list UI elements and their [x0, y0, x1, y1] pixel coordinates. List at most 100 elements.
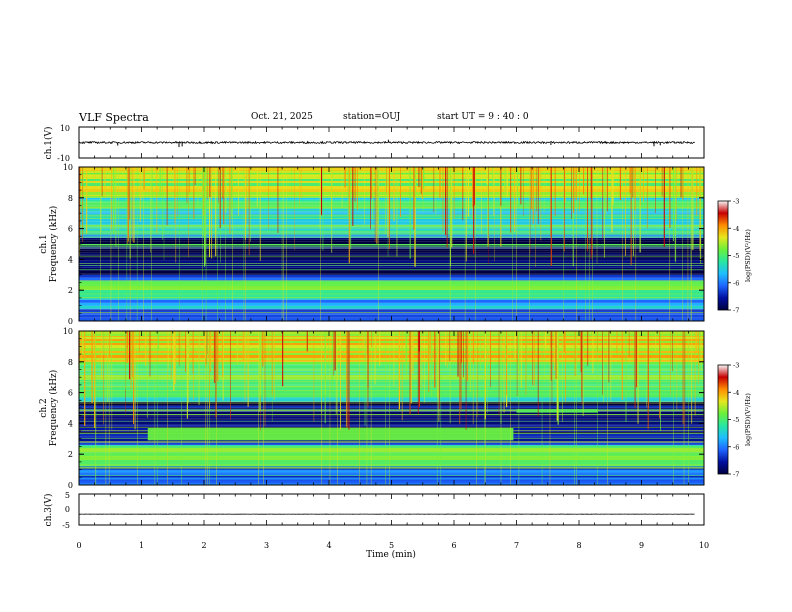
spectrogram-band-row [79, 398, 704, 402]
spectrogram-band-row [79, 345, 704, 348]
spectrogram-band-row [79, 192, 704, 195]
spectrogram-band-row [79, 199, 704, 202]
spectrogram-band-row [79, 370, 704, 372]
ch3-waveform-panel: 5 0 -5 ch.3(V) [43, 491, 705, 530]
spectrogram-ytick-label: 2 [68, 286, 73, 295]
spectrogram-ytick-label: 8 [68, 358, 73, 367]
colorbar-tick-label: -5 [733, 416, 739, 424]
spectrogram-ytick-label: 0 [68, 481, 73, 490]
spectrogram-band-row [79, 459, 704, 463]
spectrogram-band-row [79, 379, 704, 382]
spectrogram-band-row [79, 291, 704, 295]
spectrogram-band-row [79, 442, 704, 445]
ch2-spectrogram-panel: 0 2 4 6 8 10 ch.2 Frequency (kHz) [39, 327, 705, 490]
spectrogram-band-row [79, 202, 704, 206]
spectrogram-band-row [79, 364, 704, 366]
spectrogram-band-row [79, 273, 704, 275]
ch1-ytick-bottom: -10 [57, 154, 70, 163]
spectrogram-band-row [79, 218, 704, 222]
spectrogram-band-row [79, 353, 704, 355]
spectrogram-band-row [79, 229, 704, 233]
time-tick-label: 5 [389, 541, 394, 550]
spectrogram-band-row [79, 281, 704, 285]
spectrogram-band-row [79, 360, 704, 362]
spectrogram-band-row [79, 472, 704, 476]
spectrogram-band-row [79, 221, 704, 225]
spectrogram-band-row [79, 274, 704, 278]
spectrogram-band-row [79, 358, 704, 360]
spectrogram-band-row [79, 174, 704, 175]
ch1-spectrogram-ylabel: Frequency (kHz) [48, 206, 59, 283]
spectrogram-band-row [79, 239, 704, 242]
colorbar-label: log(PSD)(V²/Hz) [744, 393, 752, 446]
time-tick-label: 7 [514, 541, 519, 550]
colorbar-tick-label: -3 [733, 362, 739, 370]
start-time-label: start UT = 9 : 40 : 0 [437, 112, 529, 122]
spectrogram-band-row [79, 386, 704, 390]
spectrogram-band-row [79, 385, 704, 387]
spectrogram-band-row [79, 365, 704, 369]
start-time-value: 9 : 40 : 0 [488, 112, 529, 122]
ch3-ytick-top: 5 [65, 491, 70, 500]
spectrogram-ytick-label: 4 [68, 255, 73, 264]
spectrogram-band-row [79, 373, 704, 375]
ch1-ylabel: ch.1(V) [43, 127, 54, 160]
colorbar-tick-label: -3 [733, 198, 739, 206]
ch3-ytick-mid: 0 [65, 505, 70, 514]
ch1-ytick-top: 10 [60, 124, 70, 133]
spectrogram-band-row [79, 226, 704, 228]
spectrogram-band-row [79, 456, 704, 460]
spectrogram-band-row [79, 397, 704, 399]
time-tick-label: 3 [264, 541, 269, 550]
spectrogram-ytick-label: 10 [63, 163, 73, 172]
spectrogram-band-row [79, 175, 704, 176]
spectrogram-band-row [79, 348, 704, 351]
spectrogram-band-row [79, 195, 704, 196]
spectrogram-band-row [79, 371, 704, 374]
colorbar-tick-label: -7 [733, 471, 739, 479]
spectrogram-ytick-label: 2 [68, 450, 73, 459]
spectrogram-band-row [79, 237, 704, 240]
ch1-spectrogram-channel-label: ch.1 [39, 234, 49, 253]
spectrogram-band-row [79, 250, 704, 253]
spectrogram-band-row [79, 183, 704, 186]
spectrogram-band-row [79, 270, 704, 274]
spectrogram-band-row [79, 234, 704, 236]
spectrogram-ytick-label: 6 [68, 389, 73, 398]
time-tick-label: 10 [699, 541, 709, 550]
spectrogram-band-row [79, 197, 704, 200]
spectrogram-band-row [79, 309, 704, 311]
spectrogram-band-row [79, 176, 704, 179]
spectrogram-band-row [79, 228, 704, 230]
ch1-waveform-trace [78, 139, 695, 148]
spectrogram-band-row [79, 252, 704, 255]
spectrogram-band-row [79, 369, 704, 371]
spectrogram-band-row [79, 343, 704, 345]
spectrogram-band-row [79, 227, 704, 229]
spectrogram-band-row [79, 444, 704, 446]
spectrogram-band-row [79, 257, 704, 261]
spectrogram-band-row [79, 277, 704, 281]
spectrogram-band-row [79, 305, 704, 309]
colorbar-bar [717, 200, 729, 311]
spectrogram-ytick-label: 6 [68, 225, 73, 234]
colorbar-tick-label: -4 [733, 389, 739, 397]
spectrogram-band-row [79, 254, 704, 256]
spectrogram-band-row [79, 173, 704, 174]
time-axis-ticks [78, 127, 705, 525]
station-value: OUJ [381, 112, 401, 122]
ch3-ytick-bottom: -5 [62, 521, 70, 530]
spectrogram-ytick-label: 8 [68, 194, 73, 203]
spectrogram-emission-feature [79, 244, 704, 246]
spectrogram-band-row [79, 376, 704, 380]
spectrogram-band-row [79, 390, 704, 394]
spectrogram-band-row [79, 475, 704, 477]
spectrogram-band-row [79, 308, 704, 310]
colorbar-bar [717, 364, 729, 475]
spectrogram-band-row [79, 416, 704, 419]
spectrogram-band-row [79, 265, 704, 268]
spectrogram-band-row [79, 421, 704, 425]
spectrogram-band-row [79, 336, 704, 337]
spectrogram-band-row [79, 415, 704, 417]
time-tick-label: 1 [139, 541, 144, 550]
